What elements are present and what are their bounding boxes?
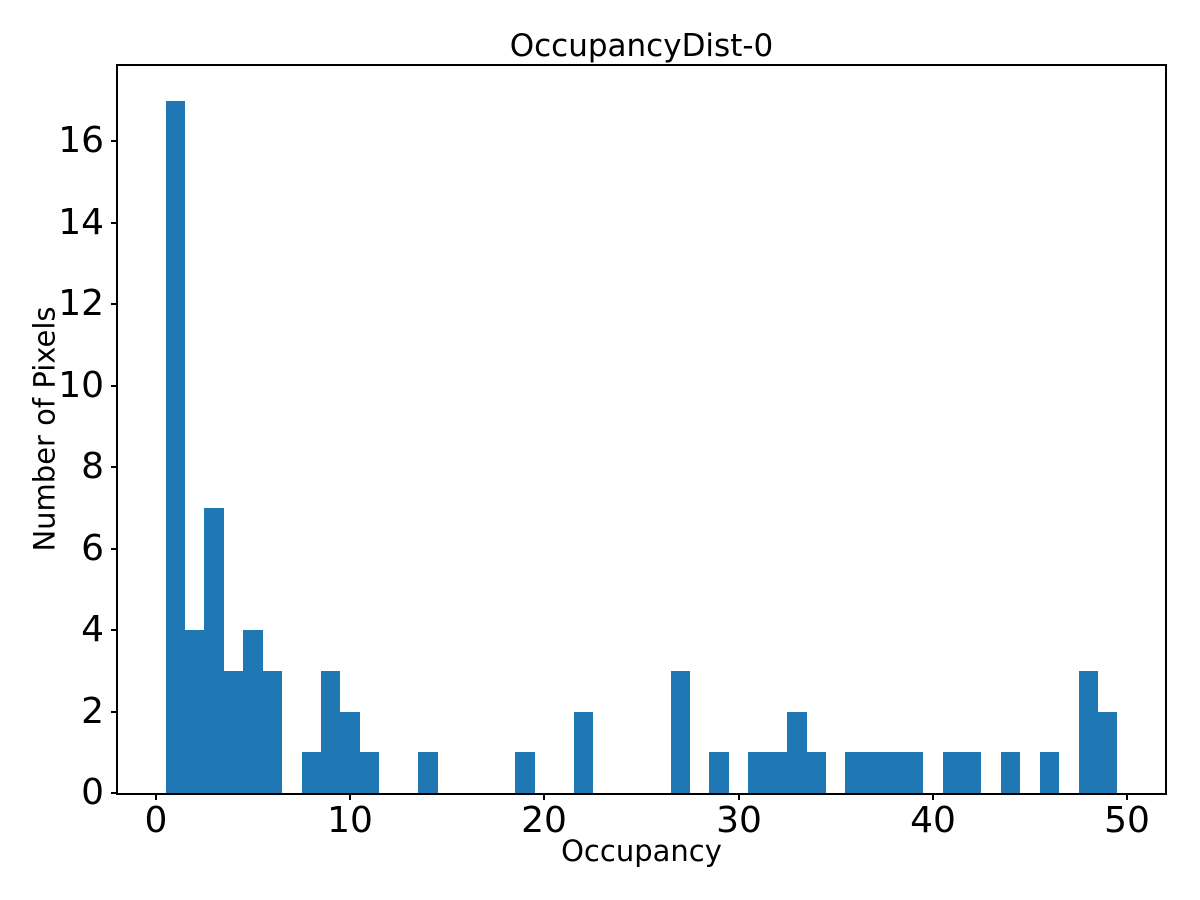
y-tick-label: 4: [81, 609, 104, 650]
y-tick-label: 16: [58, 120, 104, 161]
plot-area: [116, 64, 1167, 795]
y-tick-label: 14: [58, 202, 104, 243]
y-tick-label: 0: [81, 772, 104, 813]
y-axis-label-text: Number of Pixels: [27, 306, 62, 552]
chart-title: OccupancyDist-0: [509, 28, 774, 64]
x-axis-label: Occupancy: [561, 834, 722, 868]
y-tick-label: 2: [81, 691, 104, 732]
